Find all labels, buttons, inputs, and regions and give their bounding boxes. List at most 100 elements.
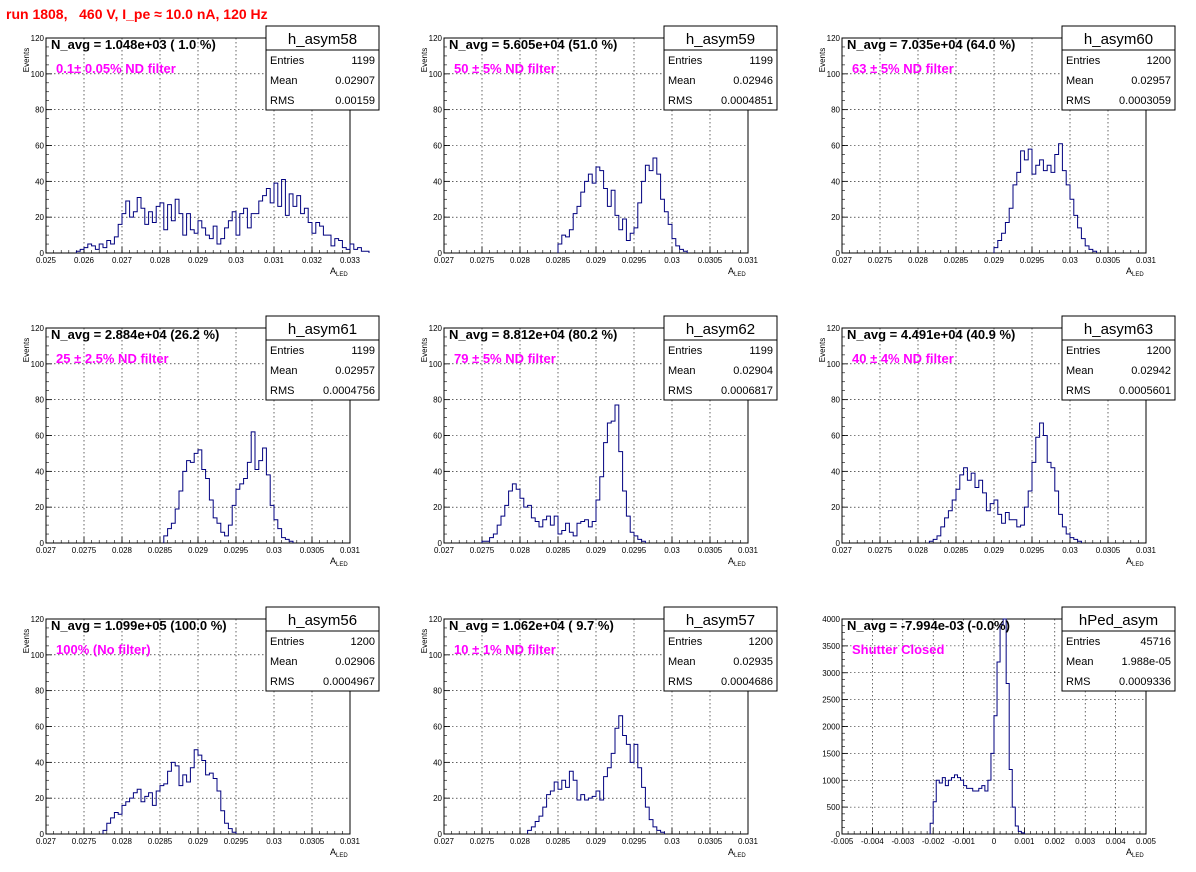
x-tick-label: 0.028 — [510, 546, 531, 555]
x-tick-label: 0.031 — [340, 837, 361, 846]
stats-label: Mean — [1066, 365, 1094, 377]
stats-label: RMS — [270, 676, 294, 688]
y-tick-label: 60 — [433, 432, 442, 441]
x-tick-label: 0.0285 — [546, 546, 571, 555]
y-tick-label: 120 — [31, 324, 45, 333]
x-tick-label: 0.0275 — [470, 837, 495, 846]
y-tick-label: 40 — [35, 177, 44, 186]
y-tick-label: 0 — [438, 830, 443, 839]
y-tick-label: 80 — [433, 396, 442, 405]
stats-label: Entries — [270, 55, 305, 67]
x-tick-label: 0.027 — [832, 256, 853, 265]
stats-title-box — [265, 315, 380, 341]
x-tick-label: 0.031 — [340, 546, 361, 555]
x-tick-label: 0.0295 — [622, 256, 647, 265]
stats-value: 0.02906 — [335, 656, 375, 668]
y-tick-label: 20 — [433, 794, 442, 803]
stats-box — [1061, 630, 1176, 692]
x-tick-label: 0.028 — [908, 546, 929, 555]
y-tick-label: 2500 — [822, 696, 840, 705]
x-tick-label: 0.0285 — [148, 546, 173, 555]
x-tick-label: 0.031 — [738, 546, 759, 555]
histogram-line — [75, 179, 370, 253]
y-tick-label: 120 — [31, 615, 45, 624]
x-tick-label: 0.031 — [1136, 546, 1157, 555]
navg-label: N_avg = 1.062e+04 ( 9.7 %) — [449, 618, 614, 633]
y-tick-label: 0 — [836, 249, 841, 258]
x-axis-title: ALED — [330, 556, 348, 568]
stats-value: 0.02957 — [335, 365, 375, 377]
x-tick-label: 0.0295 — [622, 837, 647, 846]
histogram-line — [557, 157, 688, 253]
x-tick-label: -0.002 — [922, 837, 945, 846]
stats-value: 0.02935 — [733, 656, 773, 668]
x-tick-label: 0.0305 — [300, 837, 325, 846]
x-tick-label: 0.026 — [74, 256, 95, 265]
y-tick-label: 40 — [433, 758, 442, 767]
x-axis-title: ALED — [330, 847, 348, 859]
y-tick-label: 80 — [831, 106, 840, 115]
run-title: run 1808, 460 V, I_pe ≈ 10.0 nA, 120 Hz — [6, 6, 268, 22]
stats-box — [663, 49, 778, 111]
x-tick-label: 0.03 — [1062, 546, 1078, 555]
x-axis-title: ALED — [1126, 266, 1144, 278]
stats-value: 1200 — [1147, 345, 1171, 357]
x-tick-label: 0 — [992, 837, 997, 846]
navg-label: N_avg = 8.812e+04 (80.2 %) — [449, 327, 617, 342]
x-tick-label: 0.03 — [1062, 256, 1078, 265]
stats-value: 0.0003059 — [1119, 95, 1171, 107]
y-axis-title: Events — [22, 338, 31, 362]
stats-label: RMS — [1066, 95, 1090, 107]
y-tick-label: 80 — [35, 106, 44, 115]
y-tick-label: 40 — [831, 177, 840, 186]
y-tick-label: 4000 — [822, 615, 840, 624]
histogram-name: h_asym61 — [288, 321, 357, 338]
y-tick-label: 40 — [433, 467, 442, 476]
y-tick-label: 3000 — [822, 669, 840, 678]
stats-label: Entries — [1066, 636, 1101, 648]
y-tick-label: 2000 — [822, 723, 840, 732]
stats-label: Entries — [270, 345, 305, 357]
y-tick-label: 0 — [40, 249, 45, 258]
stats-label: Mean — [668, 365, 696, 377]
y-tick-label: 0 — [40, 830, 45, 839]
y-tick-label: 20 — [831, 213, 840, 222]
y-tick-label: 0 — [40, 539, 45, 548]
y-axis-title: Events — [420, 48, 429, 72]
stats-label: RMS — [1066, 676, 1090, 688]
histogram-panel: 0.027 0.0275 0.028 0.0285 0.029 0.0295 0.03 0.0… — [420, 25, 778, 278]
stats-label: Mean — [270, 75, 298, 87]
y-tick-label: 60 — [35, 142, 44, 151]
x-tick-label: 0.032 — [302, 256, 323, 265]
stats-value: 0.02957 — [1131, 75, 1171, 87]
x-axis-title: ALED — [1126, 556, 1144, 568]
histogram-line — [929, 618, 1025, 834]
histogram-line — [102, 749, 237, 834]
stats-box — [1061, 49, 1176, 111]
filter-label: 25 ± 2.5% ND filter — [56, 351, 169, 366]
x-tick-label: 0.0275 — [470, 546, 495, 555]
x-tick-label: 0.0305 — [698, 546, 723, 555]
navg-label: N_avg = 1.099e+05 (100.0 %) — [51, 618, 227, 633]
x-tick-label: 0.029 — [188, 837, 209, 846]
stats-title-box — [663, 315, 778, 341]
histogram-panel: 0.027 0.0275 0.028 0.0285 0.029 0.0295 0.03 0.0… — [420, 315, 778, 568]
navg-label: N_avg = 7.035e+04 (64.0 %) — [847, 37, 1015, 52]
y-tick-label: 100 — [827, 360, 841, 369]
x-tick-label: 0.03 — [664, 546, 680, 555]
x-axis-title: ALED — [728, 556, 746, 568]
x-tick-label: 0.029 — [188, 256, 209, 265]
x-axis-title: ALED — [728, 847, 746, 859]
stats-value: 0.0009336 — [1119, 676, 1171, 688]
y-tick-label: 20 — [831, 503, 840, 512]
histogram-name: h_asym58 — [288, 31, 357, 48]
stats-box — [663, 630, 778, 692]
stats-label: Entries — [668, 636, 703, 648]
x-axis-title: ALED — [1126, 847, 1144, 859]
filter-label: 50 ± 5% ND filter — [454, 61, 556, 76]
y-tick-label: 80 — [35, 687, 44, 696]
histogram-line — [928, 422, 1082, 543]
y-tick-label: 3500 — [822, 642, 840, 651]
stats-label: RMS — [270, 385, 294, 397]
